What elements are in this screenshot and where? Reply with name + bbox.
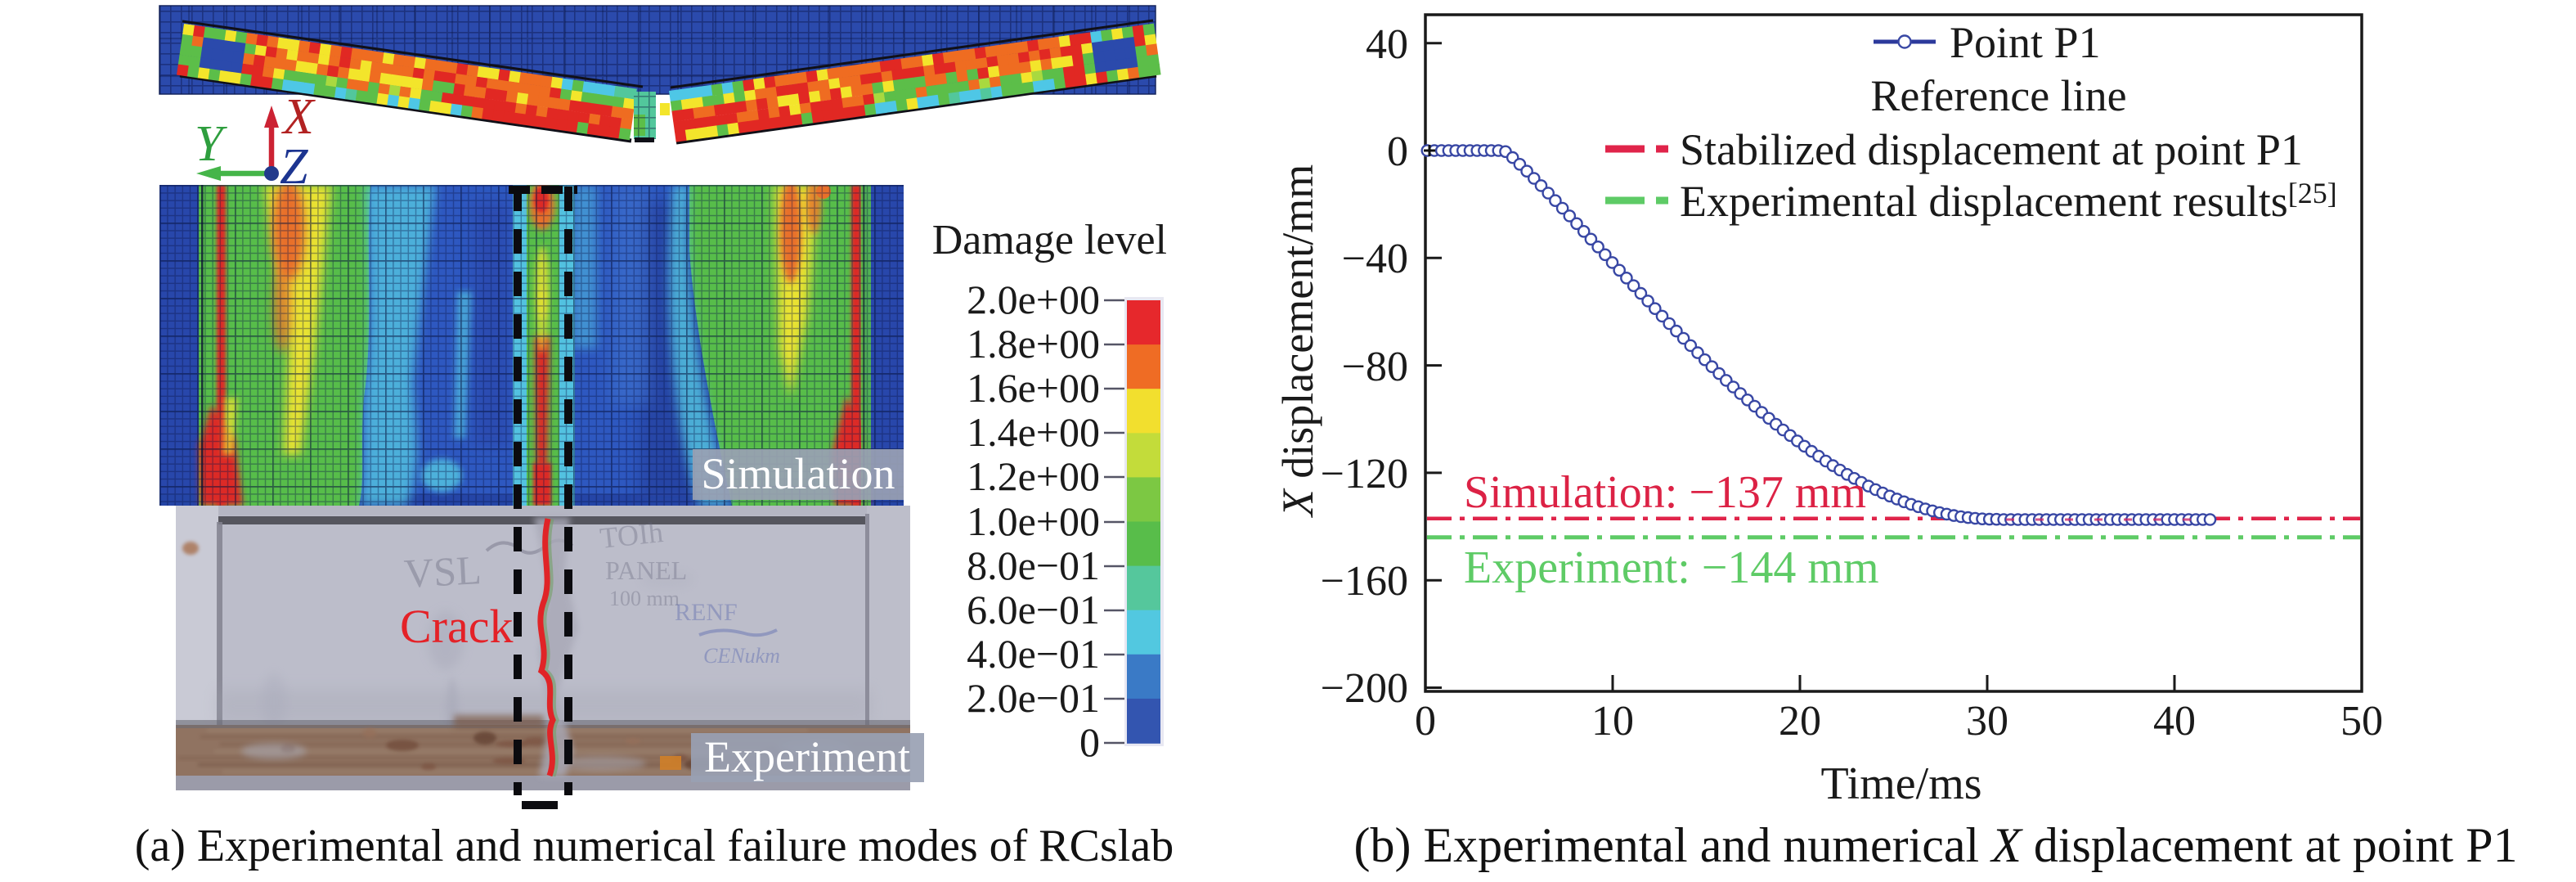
svg-text:2.0e+00: 2.0e+00 [967,277,1100,322]
svg-text:50: 50 [2340,698,2383,745]
svg-text:40: 40 [2153,698,2196,745]
svg-text:20: 20 [1779,698,1821,745]
svg-text:PANEL: PANEL [605,556,687,585]
svg-text:4.0e−01: 4.0e−01 [967,631,1100,677]
svg-text:(a) Experimental and numerical: (a) Experimental and numerical failure m… [135,821,1174,871]
svg-text:1.6e+00: 1.6e+00 [967,365,1100,411]
svg-text:−200: −200 [1321,665,1408,712]
svg-text:10: 10 [1591,698,1634,745]
svg-text:30: 30 [1966,698,2008,745]
svg-text:−80: −80 [1342,344,1408,390]
svg-text:X displacement/mm: X displacement/mm [1273,164,1322,518]
svg-text:0: 0 [1387,128,1408,175]
svg-text:0: 0 [1079,719,1100,765]
svg-text:Point P1: Point P1 [1950,18,2101,67]
svg-text:Reference line: Reference line [1870,71,2126,120]
svg-text:RENF: RENF [675,599,738,626]
svg-text:100 mm: 100 mm [609,587,680,610]
svg-text:6.0e−01: 6.0e−01 [967,587,1100,632]
svg-text:40: 40 [1366,21,1408,68]
svg-text:Experiment: −144 mm: Experiment: −144 mm [1464,542,1879,593]
svg-text:Stabilized displacement at poi: Stabilized displacement at point P1 [1680,125,2303,174]
svg-text:Crack: Crack [400,600,514,653]
svg-text:0: 0 [1415,698,1436,745]
svg-text:Experiment: Experiment [704,732,910,781]
svg-text:1.4e+00: 1.4e+00 [967,409,1100,455]
svg-text:1.2e+00: 1.2e+00 [967,453,1100,499]
svg-text:Damage level: Damage level [932,217,1167,263]
svg-text:Y: Y [195,116,227,172]
svg-text:1.0e+00: 1.0e+00 [967,498,1100,544]
svg-text:1.8e+00: 1.8e+00 [967,321,1100,367]
svg-text:(b) Experimental and numerical: (b) Experimental and numerical X displac… [1354,818,2518,872]
svg-text:VSL: VSL [403,547,482,596]
svg-text:Simulation: Simulation [701,449,895,498]
svg-text:−120: −120 [1321,451,1408,497]
svg-text:TOIh: TOIh [599,515,665,555]
svg-text:CENukm: CENukm [703,644,780,668]
svg-text:−40: −40 [1342,236,1408,282]
svg-text:2.0e−01: 2.0e−01 [967,675,1100,721]
svg-text:−160: −160 [1321,558,1408,605]
svg-text:Simulation: −137 mm: Simulation: −137 mm [1464,467,1866,518]
svg-text:8.0e−01: 8.0e−01 [967,542,1100,588]
svg-text:Time/ms: Time/ms [1820,758,1981,809]
svg-text:Experimental displacement resu: Experimental displacement results[25] [1680,177,2337,226]
svg-text:X: X [280,89,316,145]
